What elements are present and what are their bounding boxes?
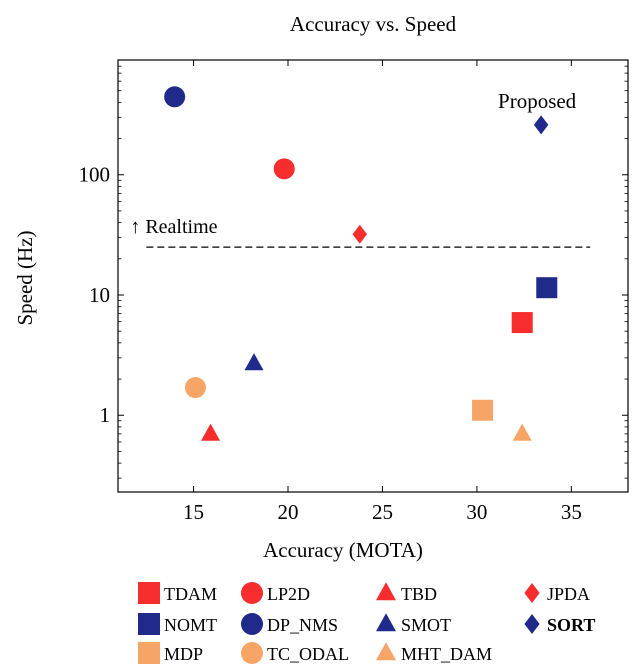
- legend-marker-mht-dam: [376, 642, 396, 661]
- legend-marker-tbd: [376, 582, 396, 601]
- x-tick-label: 35: [561, 500, 582, 524]
- legend-marker-tdam: [138, 582, 160, 604]
- realtime-label: ↑ Realtime: [130, 216, 217, 238]
- legend-marker-sort: [524, 614, 540, 634]
- x-tick-label: 20: [278, 500, 299, 524]
- legend-label-lp2d: LP2D: [267, 584, 310, 604]
- legend-marker-mdp: [138, 642, 160, 664]
- legend-label-tbd: TBD: [401, 584, 437, 604]
- legend-label-smot: SMOT: [401, 615, 451, 635]
- data-point-tc-odal: [184, 377, 206, 399]
- y-tick-label: 1: [100, 403, 111, 427]
- data-point-nomt: [536, 277, 558, 299]
- legend-label-tc-odal: TC_ODAL: [267, 644, 349, 664]
- data-point-tdam: [511, 312, 533, 334]
- proposed-annotation: Proposed: [498, 89, 577, 113]
- legend-marker-tc-odal: [241, 642, 263, 664]
- legend-marker-nomt: [138, 613, 160, 635]
- legend-marker-jpda: [524, 583, 540, 603]
- data-point-jpda: [352, 224, 367, 244]
- data-point-smot: [244, 353, 264, 371]
- legend-label-nomt: NOMT: [164, 615, 217, 635]
- legend-label-dp-nms: DP_NMS: [267, 615, 338, 635]
- data-point-sort: [533, 115, 549, 135]
- legend-label-mdp: MDP: [164, 644, 203, 664]
- x-axis-label: Accuracy (MOTA): [263, 538, 423, 562]
- legend-marker-dp-nms: [241, 613, 263, 635]
- legend-label-sort: SORT: [547, 615, 595, 635]
- legend-label-mht-dam: MHT_DAM: [401, 644, 492, 664]
- y-tick-label: 10: [89, 283, 110, 307]
- data-point-mdp: [472, 399, 494, 421]
- data-point-lp2d: [273, 158, 295, 180]
- plot-frame: [117, 59, 629, 493]
- y-axis-label: Speed (Hz): [13, 230, 37, 325]
- data-point-dp-nms: [164, 86, 186, 108]
- x-tick-label: 15: [183, 500, 204, 524]
- legend-label-tdam: TDAM: [164, 584, 217, 604]
- legend-label-jpda: JPDA: [547, 584, 590, 604]
- y-tick-label: 100: [79, 163, 111, 187]
- data-point-mht-dam: [512, 423, 532, 441]
- chart-title: Accuracy vs. Speed: [290, 12, 457, 36]
- x-tick-label: 30: [466, 500, 487, 524]
- x-tick-label: 25: [372, 500, 393, 524]
- legend-marker-lp2d: [241, 582, 263, 604]
- data-point-tbd: [201, 423, 221, 441]
- legend-marker-smot: [376, 613, 396, 632]
